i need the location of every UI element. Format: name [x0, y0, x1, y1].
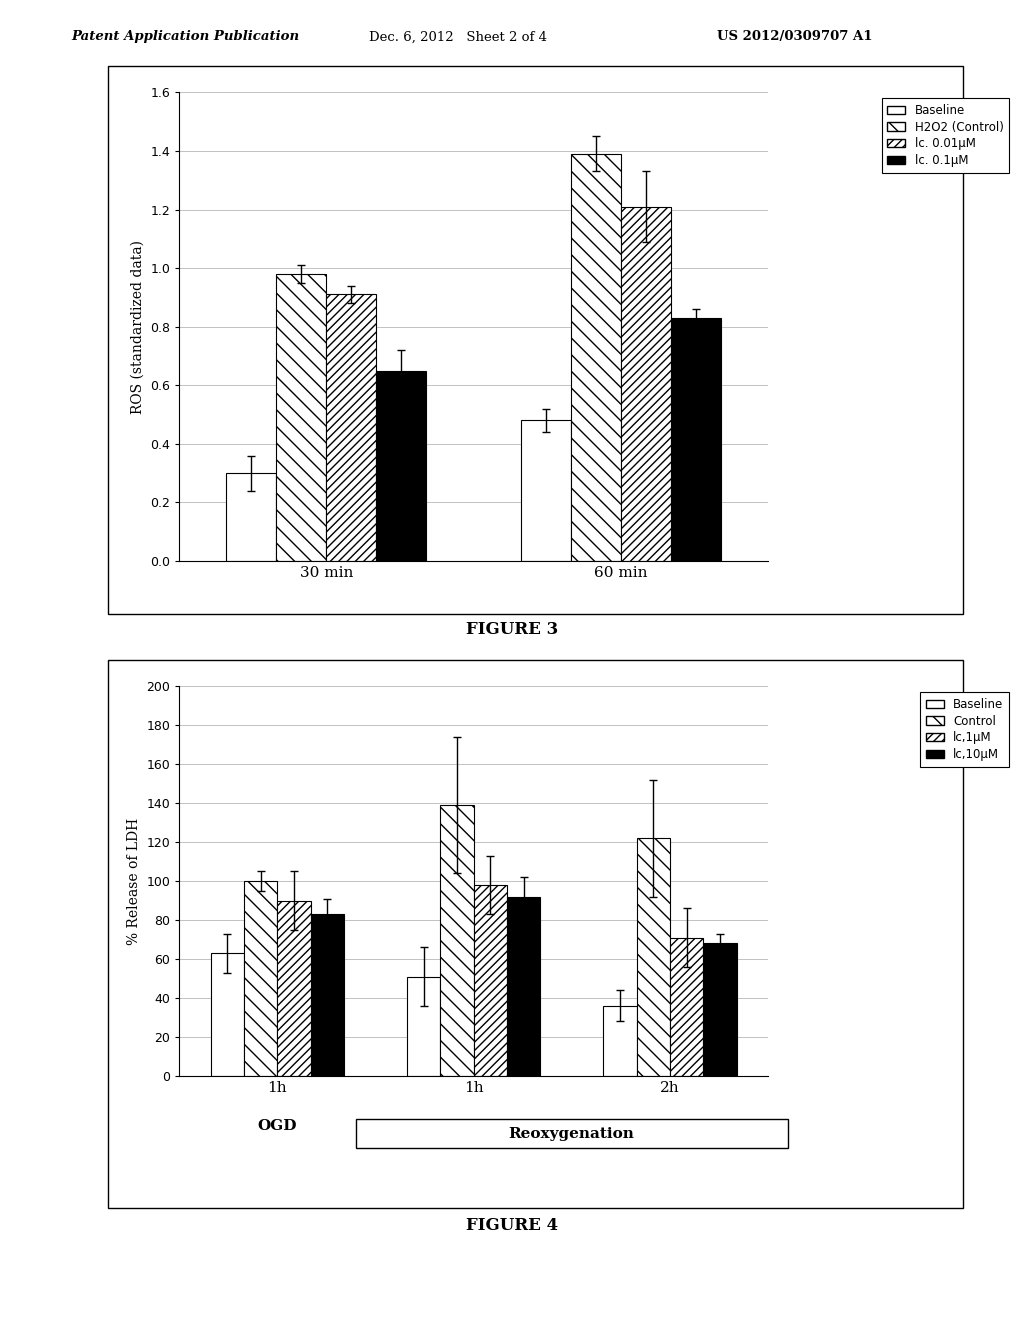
Y-axis label: % Release of LDH: % Release of LDH — [127, 817, 140, 945]
Bar — [473, 884, 507, 1076]
Bar — [670, 937, 703, 1076]
Text: US 2012/0309707 A1: US 2012/0309707 A1 — [717, 30, 872, 44]
Bar — [407, 977, 440, 1076]
Y-axis label: ROS (standardized data): ROS (standardized data) — [131, 240, 144, 413]
Legend: Baseline, Control, lc,1μM, lc,10μM: Baseline, Control, lc,1μM, lc,10μM — [921, 692, 1010, 767]
Text: Reoxygenation: Reoxygenation — [509, 1127, 635, 1140]
Bar — [244, 882, 278, 1076]
Bar — [703, 944, 736, 1076]
Bar — [310, 915, 344, 1076]
Bar — [671, 318, 721, 561]
Bar — [440, 805, 473, 1076]
Bar — [226, 473, 276, 561]
Bar — [276, 275, 327, 561]
Legend: Baseline, H2O2 (Control), lc. 0.01μM, lc. 0.1μM: Baseline, H2O2 (Control), lc. 0.01μM, lc… — [882, 98, 1010, 173]
Text: FIGURE 3: FIGURE 3 — [466, 620, 558, 638]
Bar — [507, 896, 541, 1076]
Bar — [603, 1006, 637, 1076]
Bar — [520, 420, 570, 561]
Text: FIGURE 4: FIGURE 4 — [466, 1217, 558, 1234]
Bar — [278, 900, 310, 1076]
Bar — [570, 154, 621, 561]
Bar — [211, 953, 244, 1076]
Bar — [621, 207, 671, 561]
Text: Patent Application Publication: Patent Application Publication — [72, 30, 300, 44]
Bar — [327, 294, 377, 561]
Bar — [377, 371, 426, 561]
Text: OGD: OGD — [258, 1119, 297, 1133]
Text: Dec. 6, 2012   Sheet 2 of 4: Dec. 6, 2012 Sheet 2 of 4 — [369, 30, 547, 44]
Bar — [637, 838, 670, 1076]
